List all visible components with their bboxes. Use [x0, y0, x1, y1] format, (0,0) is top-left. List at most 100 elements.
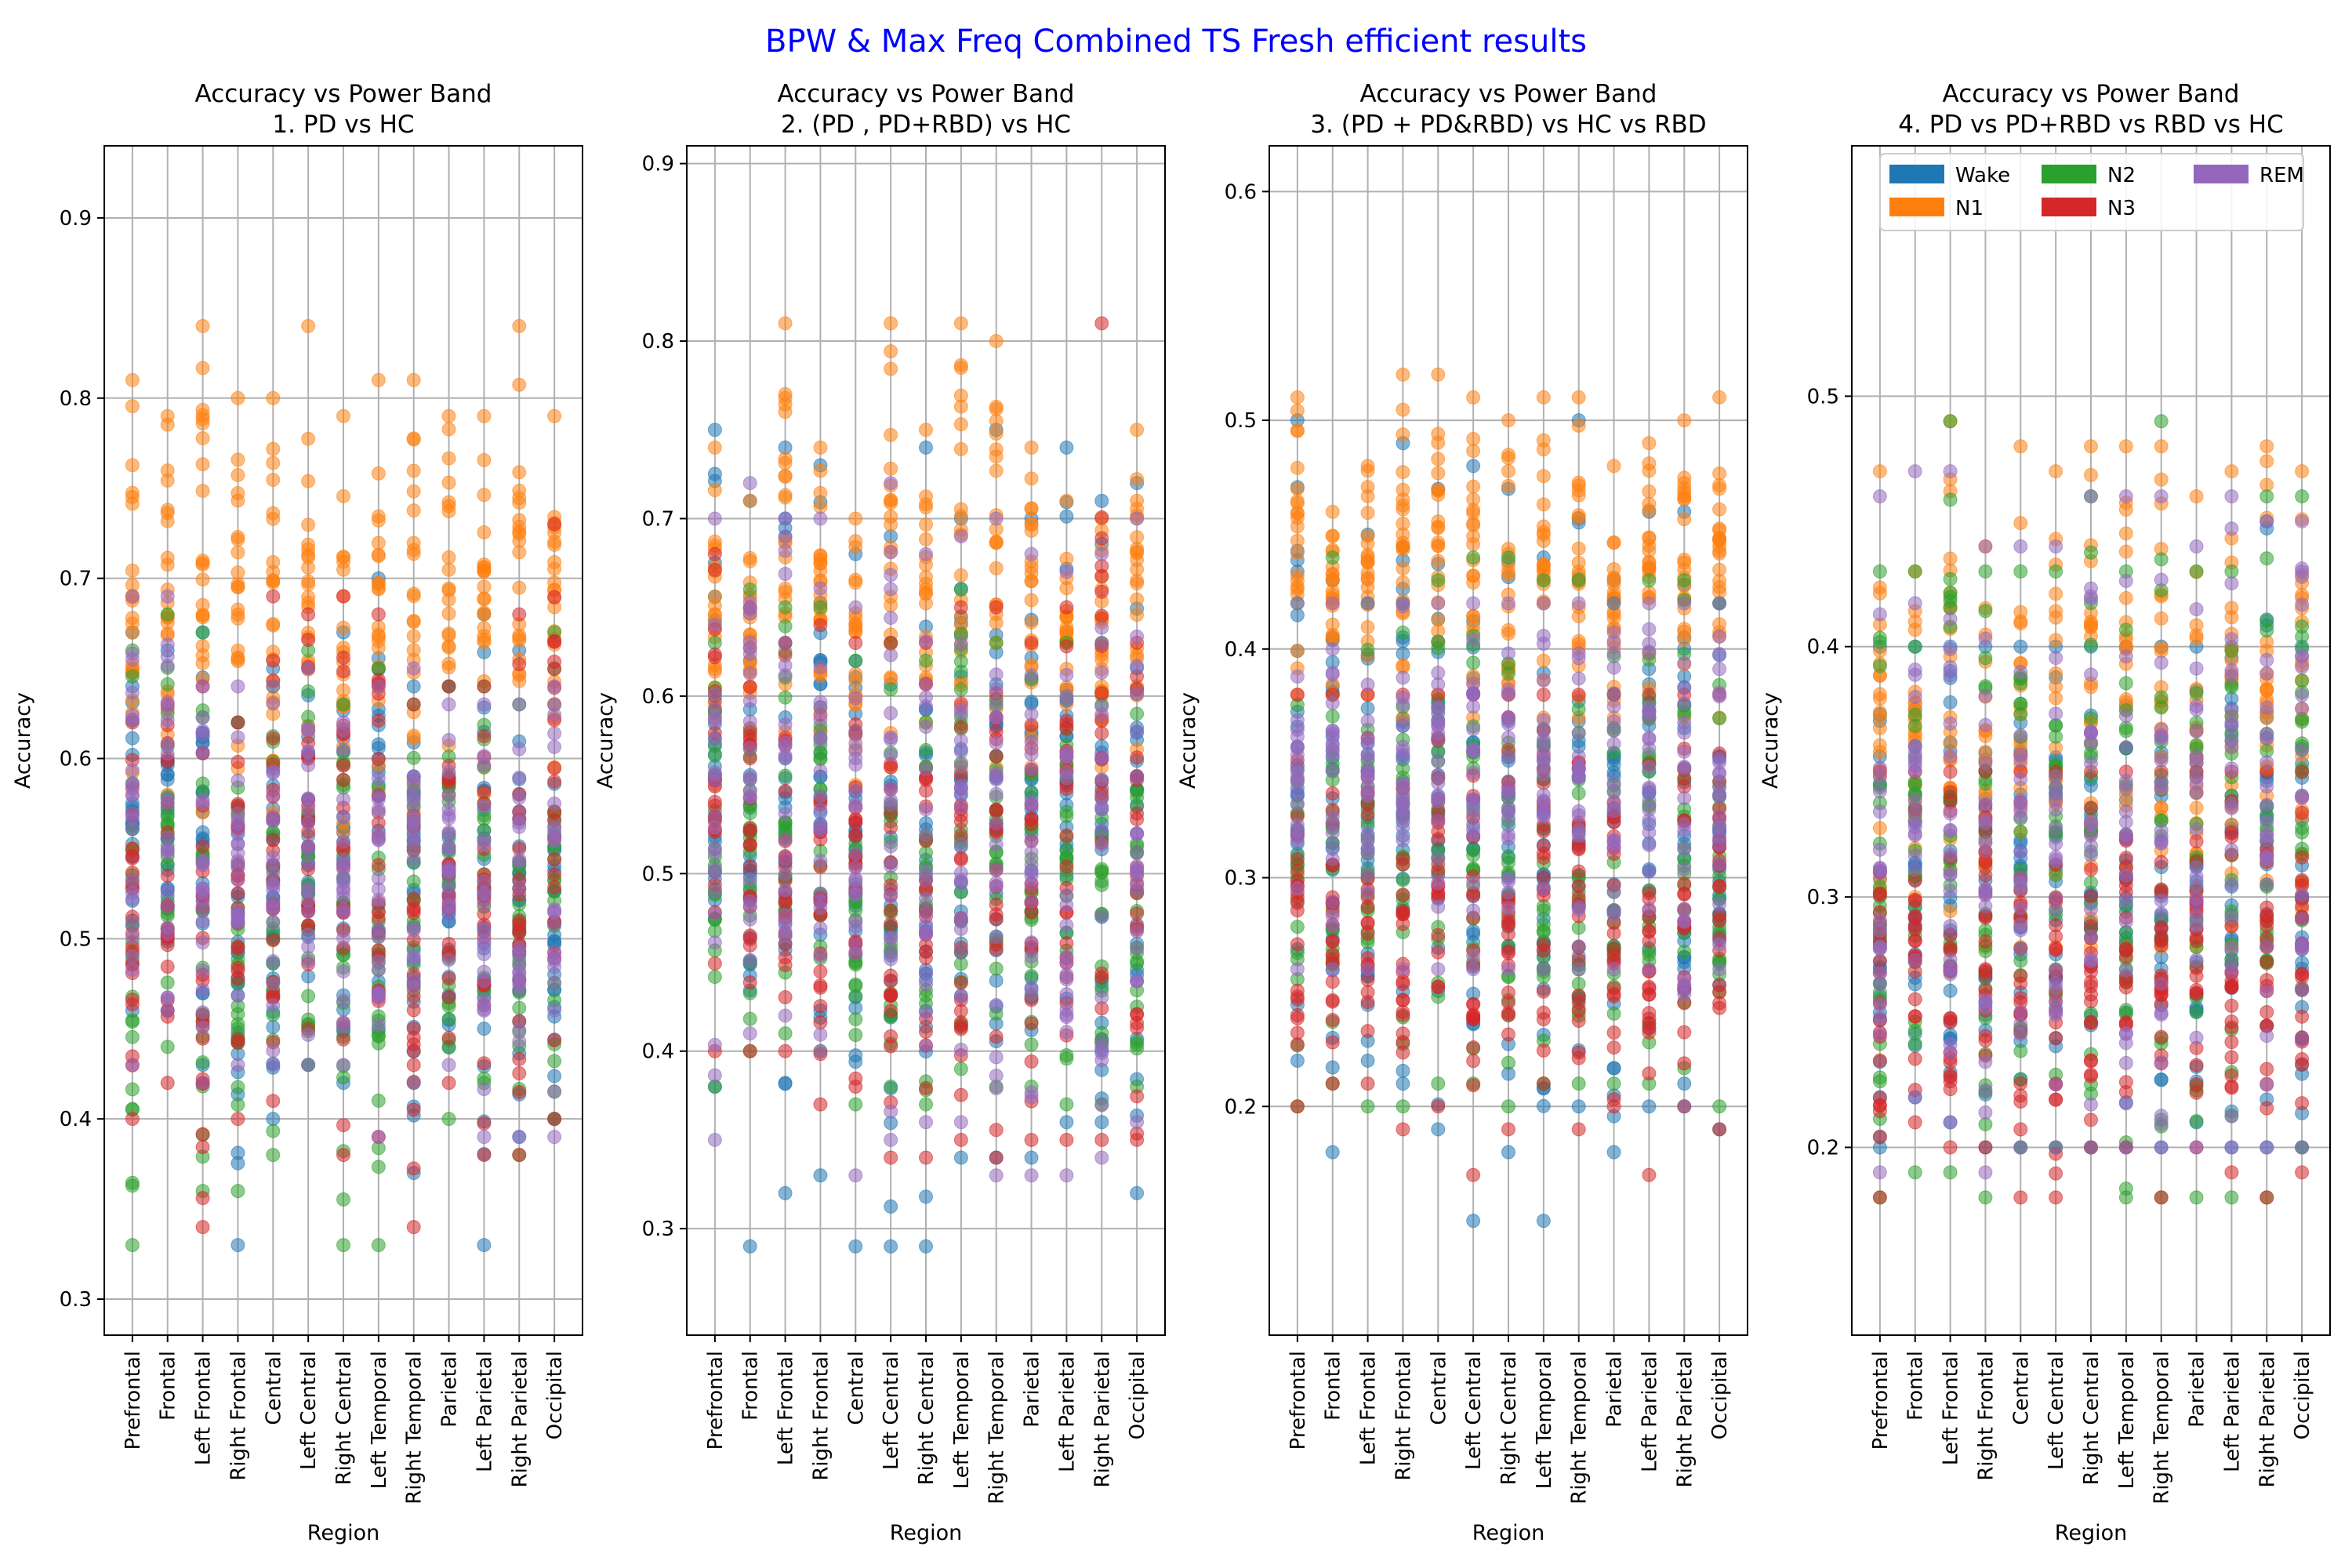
data-point-n3	[813, 1097, 828, 1112]
data-point-n3	[195, 1127, 210, 1142]
data-point-rem	[195, 935, 210, 950]
data-point-rem	[884, 706, 898, 720]
data-point-n1	[160, 463, 175, 478]
data-point-rem	[848, 914, 863, 929]
data-point-n1	[1677, 555, 1692, 570]
data-point-n3	[742, 859, 757, 874]
data-point-n3	[1466, 996, 1481, 1011]
data-point-n2	[953, 1062, 968, 1076]
data-point-n1	[778, 405, 793, 419]
data-point-rem	[512, 804, 527, 819]
data-point-rem	[160, 884, 175, 898]
data-point-n3	[1712, 1000, 1727, 1015]
data-point-n1	[1571, 478, 1586, 493]
data-point-n3	[919, 783, 933, 798]
data-point-n3	[778, 784, 793, 799]
data-point-n3	[884, 1150, 898, 1165]
data-point-n1	[1290, 390, 1305, 405]
data-point-rem	[1571, 671, 1586, 686]
data-point-n3	[1325, 786, 1340, 800]
data-point-n1	[1642, 484, 1657, 499]
data-point-n1	[1536, 497, 1551, 512]
data-point-rem	[1059, 1002, 1074, 1017]
data-point-n1	[1466, 492, 1481, 506]
data-point-rem	[884, 476, 898, 491]
data-point-n3	[1677, 887, 1692, 902]
data-point-rem	[1396, 718, 1410, 733]
data-point-n1	[266, 616, 281, 631]
data-point-rem	[230, 907, 245, 922]
data-point-rem	[884, 1104, 898, 1119]
data-point-n3	[301, 633, 316, 648]
data-point-rem	[1536, 881, 1551, 896]
data-point-n2	[1571, 976, 1586, 991]
data-point-n2	[813, 600, 828, 615]
data-point-n2	[1501, 1055, 1515, 1070]
data-point-rem	[477, 1082, 492, 1097]
data-point-n3	[1712, 1122, 1727, 1137]
data-point-wake	[1059, 440, 1074, 455]
data-point-n1	[2049, 679, 2063, 694]
data-point-rem	[512, 881, 527, 896]
data-point-rem	[1606, 596, 1621, 611]
data-point-n1	[2084, 439, 2098, 454]
data-point-n3	[1396, 1122, 1410, 1137]
data-point-n3	[742, 679, 757, 694]
data-point-rem	[1606, 962, 1621, 977]
data-point-rem	[1536, 962, 1551, 977]
data-point-rem	[778, 543, 793, 558]
data-point-n3	[848, 1071, 863, 1086]
data-point-rem	[953, 786, 968, 801]
data-point-rem	[336, 1058, 350, 1073]
data-point-rem	[301, 953, 316, 968]
data-point-rem	[813, 581, 828, 596]
data-point-n3	[989, 907, 1004, 922]
data-point-n1	[195, 361, 210, 376]
x-tick-label: Right Parietal	[1673, 1351, 1697, 1487]
data-point-n3	[1130, 806, 1145, 821]
data-point-n1	[406, 586, 421, 601]
data-point-rem	[441, 811, 456, 826]
data-point-rem	[1712, 856, 1727, 871]
data-point-rem	[778, 735, 793, 750]
data-point-rem	[813, 948, 828, 963]
data-point-n1	[1396, 402, 1410, 417]
data-point-n1	[1536, 519, 1551, 534]
data-point-n1	[1360, 488, 1375, 503]
data-point-n1	[1677, 632, 1692, 647]
data-point-rem	[884, 648, 898, 662]
data-point-rem	[1290, 833, 1305, 848]
data-point-n3	[230, 971, 245, 986]
panel-title: Accuracy vs Power Band	[1360, 80, 1657, 108]
data-point-n1	[953, 509, 968, 524]
data-point-rem	[1130, 924, 1145, 938]
data-point-rem	[1094, 1098, 1109, 1112]
data-point-rem	[884, 889, 898, 904]
x-tick-label: Frontal	[739, 1351, 763, 1421]
data-point-rem	[1325, 764, 1340, 779]
data-point-n1	[266, 555, 281, 570]
data-point-rem	[742, 1026, 757, 1041]
data-point-rem	[1130, 629, 1145, 644]
data-point-n3	[919, 1150, 933, 1165]
data-point-n2	[1396, 625, 1410, 640]
data-point-rem	[884, 858, 898, 873]
data-point-rem	[1024, 895, 1039, 909]
data-point-n2	[1712, 711, 1727, 726]
data-point-n3	[195, 1220, 210, 1235]
data-point-n1	[406, 484, 421, 499]
data-point-rem	[1501, 710, 1515, 724]
data-point-n3	[1536, 1043, 1551, 1058]
data-point-rem	[953, 913, 968, 927]
data-point-rem	[1024, 668, 1039, 683]
x-tick-label: Right Central	[1497, 1351, 1521, 1485]
data-point-n2	[848, 978, 863, 993]
data-point-n1	[1130, 592, 1145, 607]
data-point-n1	[1501, 568, 1515, 583]
data-point-n3	[989, 802, 1004, 817]
data-point-rem	[547, 707, 562, 722]
data-point-n1	[1571, 541, 1586, 556]
data-point-n1	[336, 683, 350, 698]
x-axis-label: Region	[1472, 1521, 1544, 1545]
data-point-n1	[441, 499, 456, 514]
